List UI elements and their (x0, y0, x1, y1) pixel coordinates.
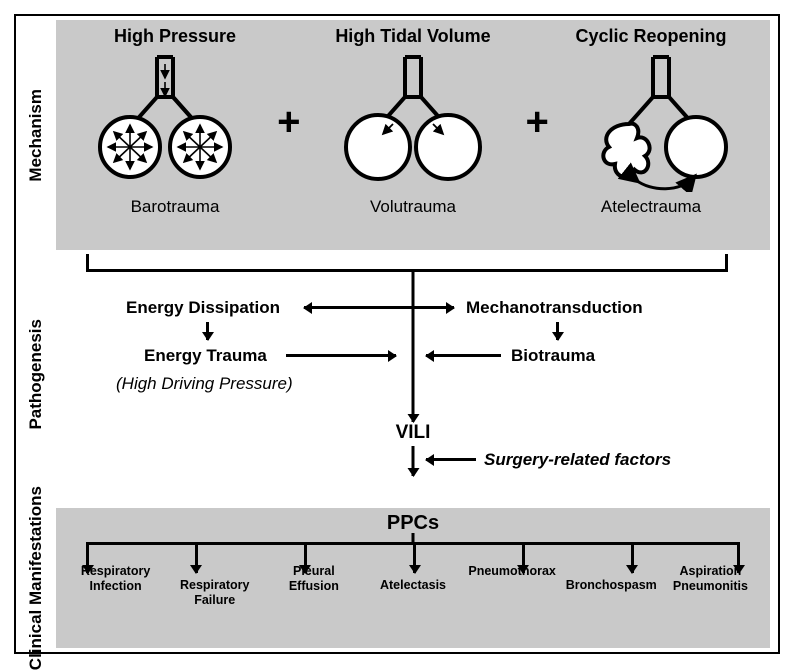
arrow-et-center (286, 354, 396, 357)
rowlabel-mechanism: Mechanism (22, 20, 50, 250)
pathogenesis-grid: Energy Dissipation Mechanotransduction E… (56, 272, 770, 476)
fan-drop-1 (195, 545, 198, 573)
label-energy-dissipation: Energy Dissipation (126, 298, 280, 318)
plus-1: + (273, 100, 304, 145)
diagram-atelectrauma (553, 52, 770, 192)
label-ppcs: PPCs (56, 508, 770, 535)
lung-volutrauma-icon (343, 52, 483, 192)
rowlabel-mechanism-text: Mechanism (26, 89, 46, 182)
label-biotrauma: Biotrauma (511, 346, 595, 366)
diagram-barotrauma (56, 52, 273, 192)
fan-drop-5 (631, 545, 634, 573)
label-driving-pressure: (High Driving Pressure) (116, 374, 293, 394)
fan-stem (412, 533, 415, 545)
clin-pneumothorax: Pneumothorax (463, 564, 562, 594)
rowlabel-pathogenesis: Pathogenesis (22, 272, 50, 476)
arrow-main-down (412, 272, 415, 422)
clin-resp-failure: RespiratoryFailure (165, 578, 264, 608)
label-energy-trauma: Energy Trauma (144, 346, 267, 366)
title-cyclic-reopening: Cyclic Reopening (532, 26, 770, 47)
pathogenesis-section: Energy Dissipation Mechanotransduction E… (56, 272, 770, 476)
lung-barotrauma-icon (95, 52, 235, 192)
figure-inner: Mechanism Pathogenesis Clinical Manifest… (14, 14, 780, 654)
fan-drop-3 (413, 545, 416, 573)
label-mechanotransduction: Mechanotransduction (466, 298, 643, 318)
lung-atelectrauma-icon (591, 52, 731, 192)
arrow-ed-mt (304, 306, 454, 309)
mechanism-bracket (86, 254, 728, 272)
label-surgery-factors: Surgery-related factors (484, 450, 671, 470)
rowlabel-pathogenesis-text: Pathogenesis (26, 319, 46, 430)
sub-atelectrauma: Atelectrauma (532, 197, 770, 217)
mechanism-titles: High Pressure High Tidal Volume Cyclic R… (56, 20, 770, 47)
ppcs-fan (86, 542, 740, 556)
clin-bronchospasm: Bronchospasm (562, 578, 661, 608)
arrow-bt-center (426, 354, 501, 357)
arrow-ed-down (206, 322, 209, 340)
clin-atelectasis: Atelectasis (363, 578, 462, 608)
figure-frame: Mechanism Pathogenesis Clinical Manifest… (0, 0, 794, 668)
title-high-tidal-volume: High Tidal Volume (294, 26, 532, 47)
arrow-vili-ppcs (412, 446, 415, 476)
diagram-volutrauma (304, 52, 521, 192)
clin-pleural-effusion: PleuralEffusion (264, 564, 363, 594)
clinical-items: RespiratoryInfection RespiratoryFailure … (66, 578, 760, 608)
plus-2: + (522, 100, 553, 145)
mechanism-subtitles: Barotrauma Volutrauma Atelectrauma (56, 197, 770, 217)
clin-aspiration: AspirationPneumonitis (661, 564, 760, 594)
clinical-section: PPCs RespiratoryInfection RespiratoryFai… (56, 508, 770, 648)
label-vili: VILI (396, 422, 431, 444)
rowlabel-clinical: Clinical Manifestations (22, 508, 50, 648)
title-high-pressure: High Pressure (56, 26, 294, 47)
mechanism-section: High Pressure High Tidal Volume Cyclic R… (56, 20, 770, 250)
mechanism-diagrams: + (56, 47, 770, 197)
sub-barotrauma: Barotrauma (56, 197, 294, 217)
arrow-surgery (426, 458, 476, 461)
sub-volutrauma: Volutrauma (294, 197, 532, 217)
arrow-mt-down (556, 322, 559, 340)
rowlabel-clinical-text: Clinical Manifestations (26, 486, 46, 670)
clin-resp-infection: RespiratoryInfection (66, 564, 165, 594)
